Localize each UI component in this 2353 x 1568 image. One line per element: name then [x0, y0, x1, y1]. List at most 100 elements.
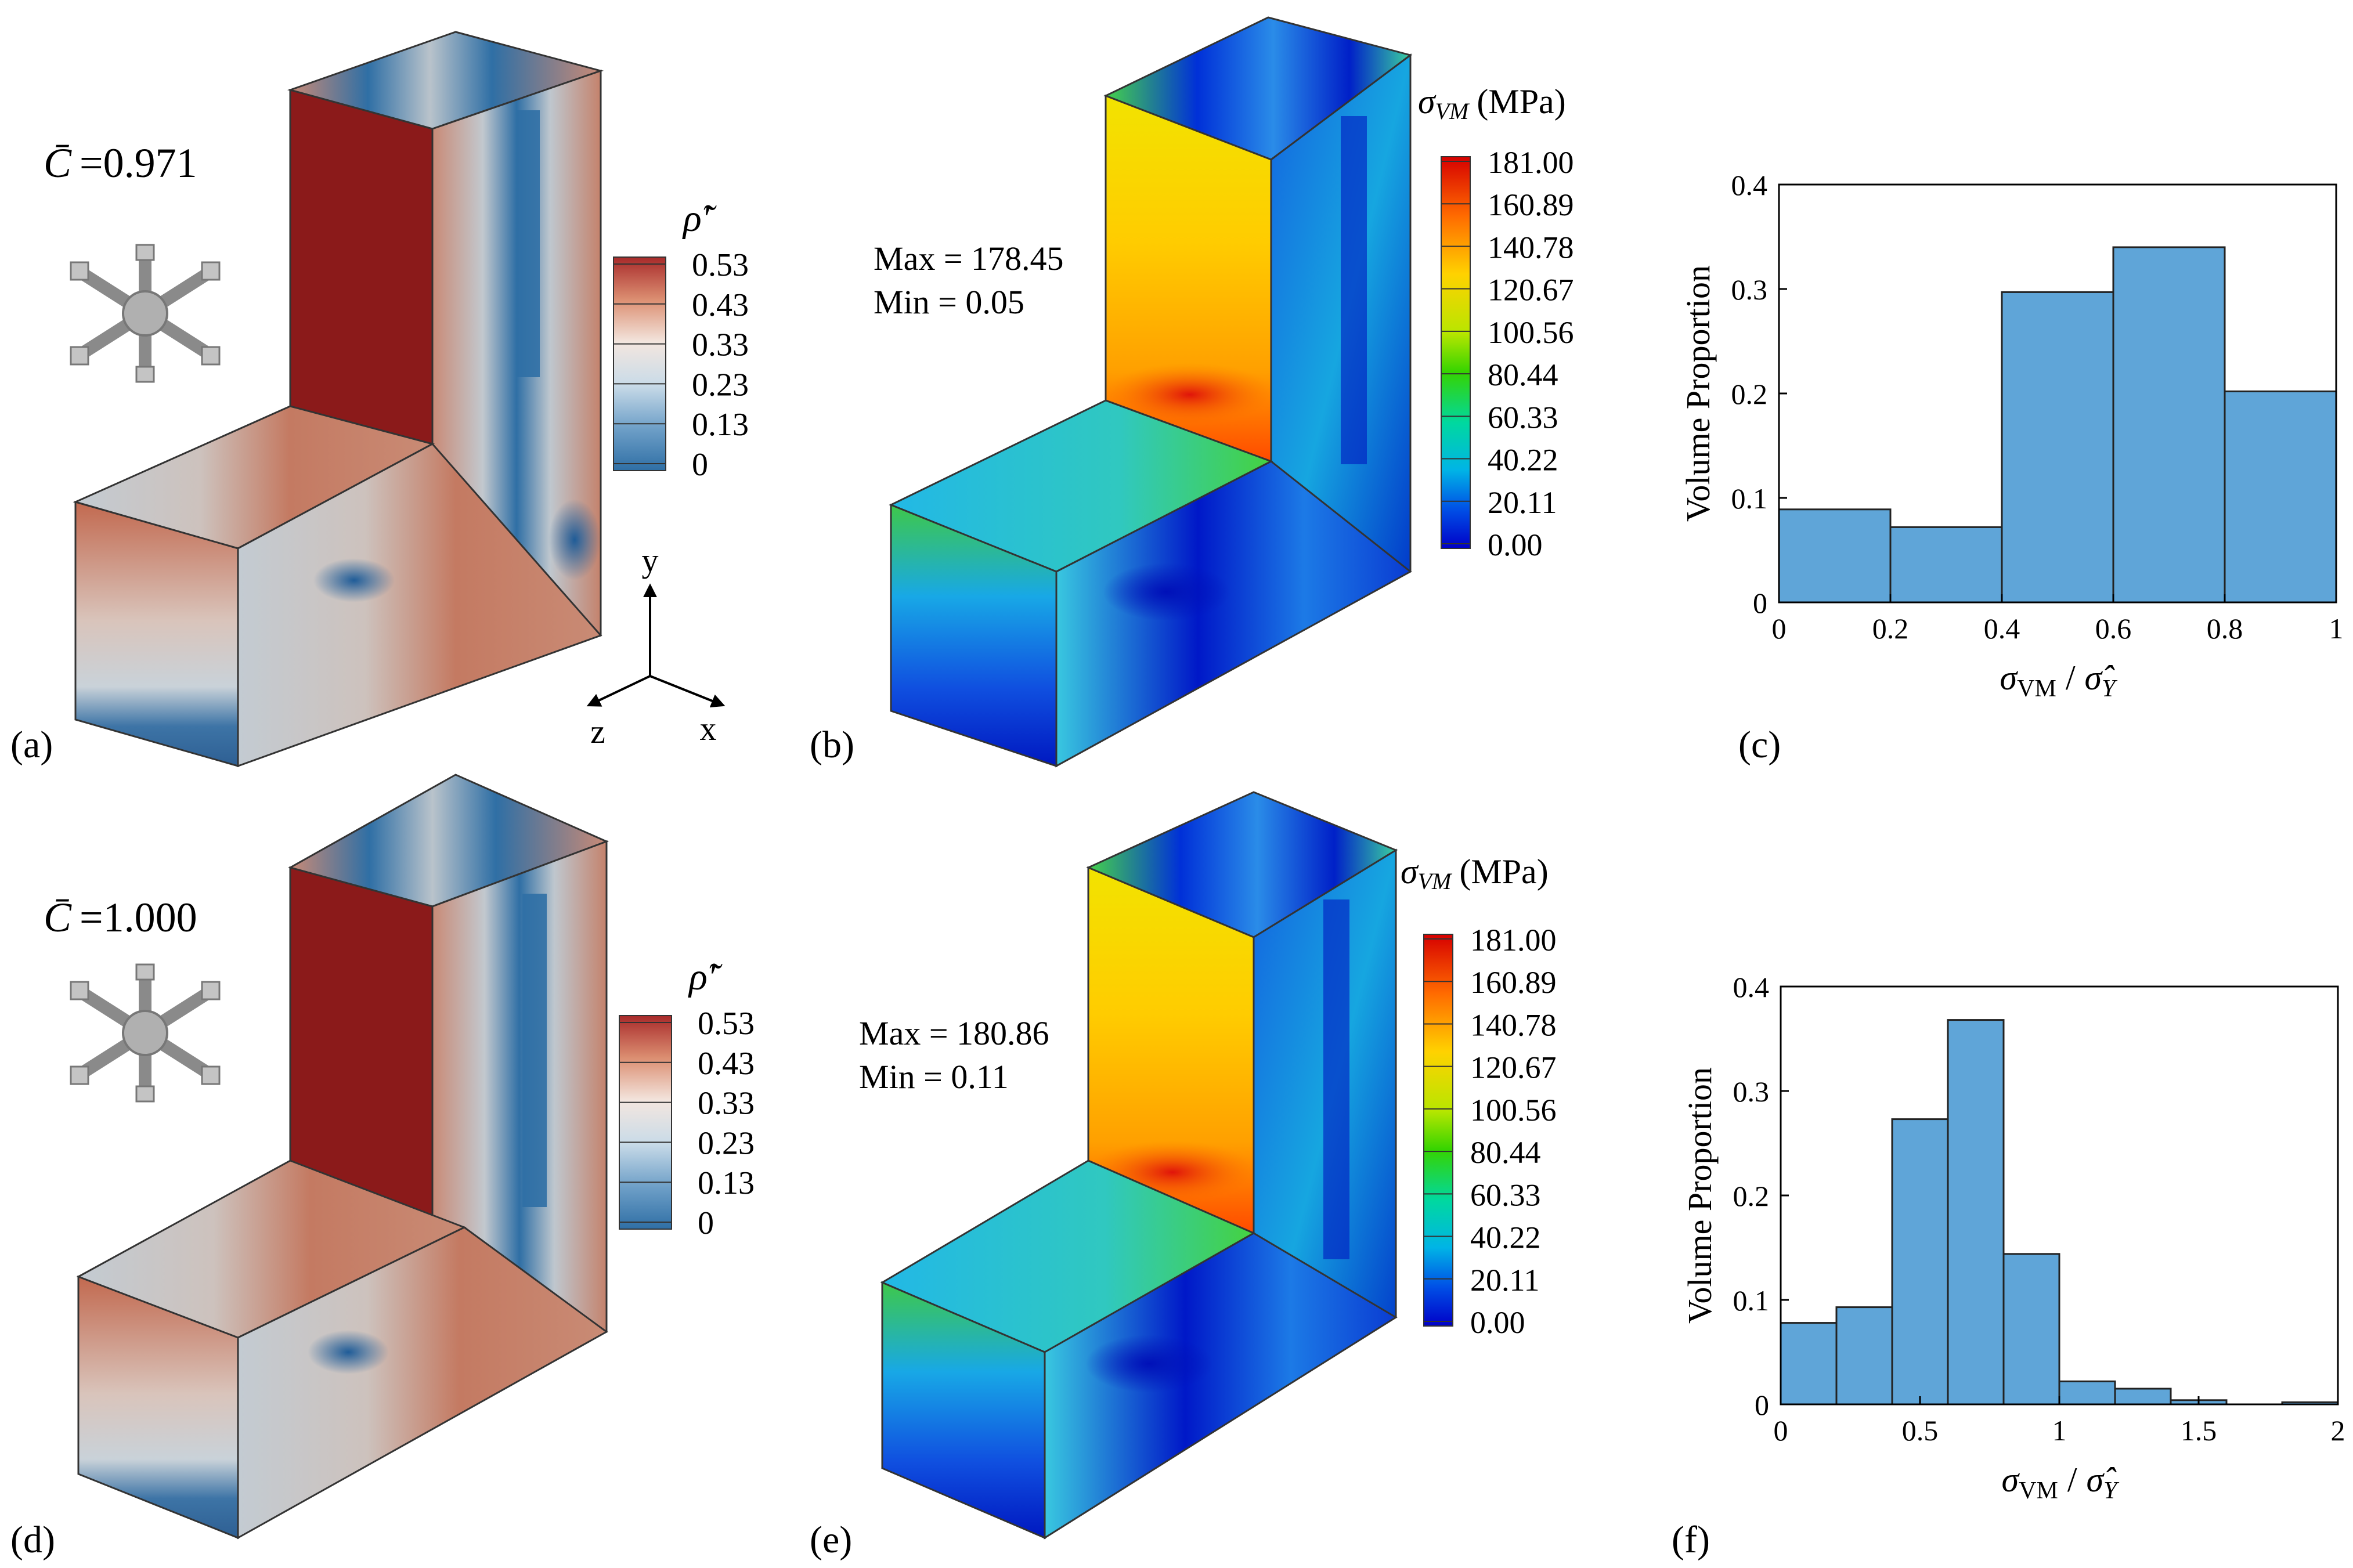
base-side-face: [237, 443, 602, 768]
density-tick-label: 0.33: [698, 1086, 755, 1122]
x-tick-label: 0.2: [1872, 612, 1909, 645]
stress-legend: [1423, 934, 1453, 1327]
stress-tick-label: 80.44: [1488, 357, 1558, 392]
compliance-ratio-text: C̄ =0.971: [44, 140, 197, 186]
x-tick-label: 0.4: [1984, 612, 2020, 645]
histogram-bar: [2112, 246, 2226, 604]
stress-max-label: Max = 180.86: [859, 1014, 1049, 1052]
base-side-face: [237, 1226, 608, 1540]
density-spot: [548, 499, 601, 580]
histogram-f: 0 0.1 0.2 0.3 0.4 0 0.5 1 1.5 2 Volume Proportion σ…: [1681, 971, 2345, 1504]
density-legend: [613, 256, 666, 471]
density-tick-label: 0.53: [698, 1006, 755, 1042]
stress-hot-spot: [1103, 363, 1277, 427]
y-tick-label: 0.3: [1731, 273, 1768, 306]
panel-label-a: (a): [10, 724, 53, 766]
histogram-bar: [1835, 1306, 1893, 1406]
y-axis-label: Volume Proportion: [1679, 265, 1717, 522]
density-band: [522, 894, 547, 1207]
stress-legend-title: σVM (MPa): [1401, 852, 1549, 894]
density-spot: [313, 558, 395, 602]
stress-band: [1341, 116, 1367, 464]
row-bottom: [70, 774, 1453, 1540]
y-tick-label: 0.1: [1733, 1284, 1770, 1317]
x-tick-label: 1: [2329, 612, 2344, 645]
stress-max-label: Max = 178.45: [874, 240, 1064, 277]
stress-tick-label: 60.33: [1488, 400, 1558, 435]
stress-tick-label: 140.78: [1488, 230, 1574, 265]
density-tick-label: 0: [698, 1205, 714, 1241]
density-legend: [619, 1015, 672, 1230]
stress-tick-label: 60.33: [1470, 1177, 1541, 1212]
stress-tick-label: 160.89: [1470, 965, 1557, 1000]
upright-front-face: [289, 89, 434, 445]
stress-low-spot: [1103, 563, 1230, 621]
x-tick-label: 0: [1774, 1414, 1788, 1447]
y-tick-label: 0.1: [1731, 482, 1768, 515]
stress-legend: [1441, 156, 1471, 549]
density-legend-title: ρ̃′: [688, 956, 723, 998]
density-model: [73, 31, 604, 768]
density-spot: [308, 1330, 389, 1374]
histogram-c: 0 0.1 0.2 0.3 0.4 0 0.2 0.4 0.6 0.8 1 Volume Propor…: [1679, 169, 2344, 702]
stress-tick-label: 181.00: [1470, 923, 1557, 958]
text-layer: (a) (b) (c) (d) (e) (f) C̄ =0.971 ρ̃′ 0.53 0.43 0.3…: [10, 82, 1781, 1561]
density-tick-label: 0.13: [698, 1165, 755, 1201]
stress-tick-label: 40.22: [1488, 443, 1558, 478]
density-tick-label: 0.43: [692, 287, 749, 323]
density-tick-label: 0.33: [692, 327, 749, 363]
y-tick-label: 0.3: [1733, 1075, 1770, 1108]
y-tick-label: 0: [1755, 1389, 1769, 1421]
x-axis-label: σVM / σ̂Y: [2000, 659, 2119, 702]
x-tick-label: 2: [2331, 1414, 2345, 1447]
stress-colorbar: [1441, 156, 1471, 549]
density-tick-label: 0.23: [698, 1125, 755, 1161]
histogram-bar: [2224, 390, 2337, 604]
density-tick-label: 0: [692, 447, 708, 483]
stress-band: [1323, 899, 1349, 1259]
x-tick-label: 1.5: [2181, 1414, 2217, 1447]
stress-legend-title: σVM (MPa): [1418, 82, 1566, 124]
stress-base-side: [1044, 1232, 1398, 1540]
panel-label-c: (c): [1738, 724, 1781, 766]
compliance-ratio: C̄ =0.971: [44, 140, 197, 186]
stress-tick-label: 160.89: [1488, 187, 1574, 222]
histogram-bar: [1947, 1019, 2005, 1406]
histogram-bar: [2114, 1388, 2172, 1406]
y-tick-label: 0.4: [1733, 971, 1770, 1003]
axis-y-label: y: [642, 541, 659, 579]
density-tick-label: 0.23: [692, 367, 749, 403]
x-tick-label: 0.6: [2095, 612, 2132, 645]
density-model: [76, 774, 609, 1540]
stress-tick-label: 181.00: [1488, 145, 1574, 180]
density-tick-label: 0.53: [692, 247, 749, 283]
x-tick-label: 0.8: [2207, 612, 2243, 645]
stress-tick-label: 120.67: [1488, 273, 1574, 308]
stress-tick-label: 0.00: [1470, 1305, 1525, 1340]
base-front-face: [74, 501, 239, 767]
panel-label-e: (e): [810, 1519, 852, 1561]
stress-tick-label: 120.67: [1470, 1050, 1557, 1085]
histogram-bar: [1778, 508, 1892, 604]
stress-tick-label: 80.44: [1470, 1135, 1541, 1170]
histogram-bar: [2001, 291, 2114, 604]
histogram-layer: 0 0.1 0.2 0.3 0.4 0 0.2 0.4 0.6 0.8 1 Volume Propor…: [1679, 169, 2345, 1504]
stress-min-label: Min = 0.11: [859, 1058, 1009, 1096]
row-top: [70, 16, 1471, 768]
y-tick-label: 0.2: [1731, 378, 1768, 410]
stress-tick-label: 100.56: [1470, 1093, 1557, 1128]
density-colorbar: [613, 256, 666, 471]
y-tick-label: 0: [1753, 587, 1767, 619]
stress-colorbar: [1423, 934, 1453, 1327]
axis-x-label: x: [700, 710, 717, 747]
compliance-ratio-text: C̄ =1.000: [44, 894, 197, 941]
density-tick-label: 0.13: [692, 407, 749, 443]
stress-tick-label: 20.11: [1470, 1263, 1540, 1298]
panel-label-f: (f): [1672, 1519, 1710, 1561]
stress-model: [880, 791, 1398, 1540]
density-colorbar: [619, 1015, 672, 1230]
density-band: [517, 110, 540, 377]
axes-triad: y z x: [586, 541, 726, 750]
axis-z-label: z: [590, 713, 605, 750]
